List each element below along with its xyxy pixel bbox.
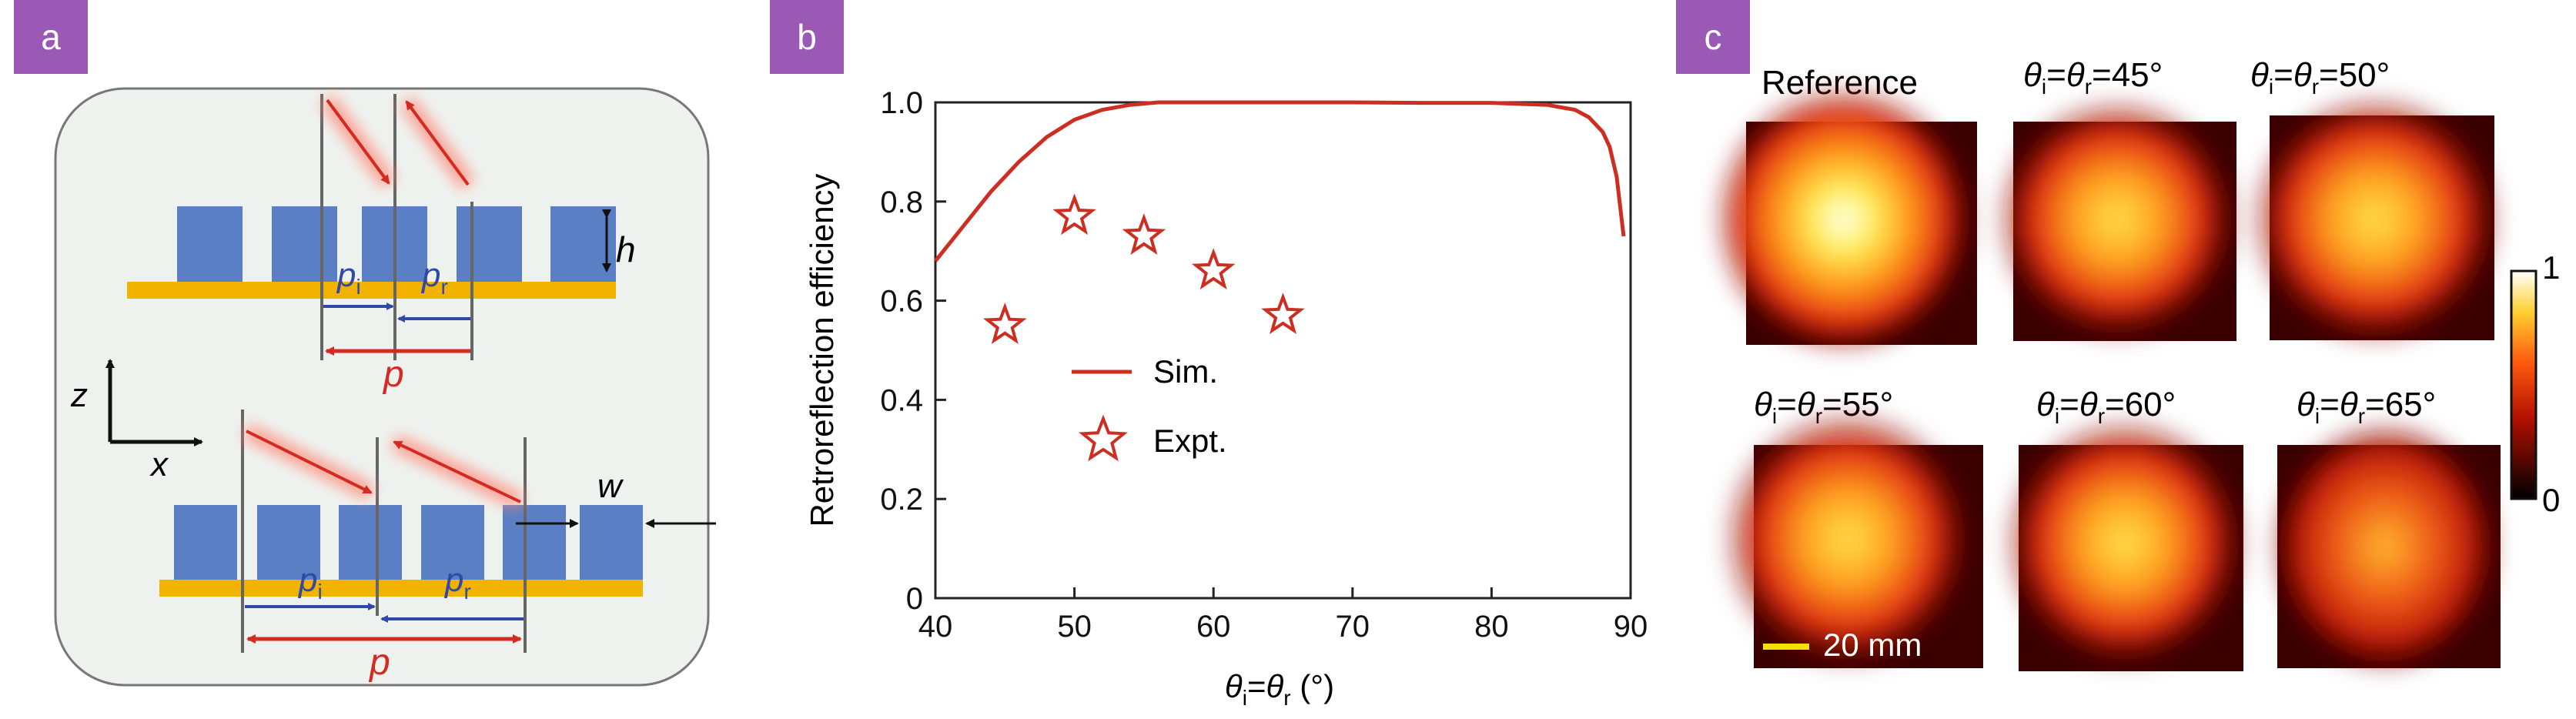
blocks-bottom: [174, 505, 643, 580]
image-title-50: θi=θr=50°: [2250, 56, 2390, 99]
coordinate-axes: [105, 359, 203, 446]
beam-image-60: [2002, 416, 2248, 671]
expt-star-point: [1191, 248, 1236, 290]
p-label-bottom: p: [368, 642, 390, 683]
pr-label-top: pr: [420, 256, 448, 299]
expt-star-point: [1261, 293, 1305, 334]
sim-series-line: [934, 100, 1626, 263]
colorbar-min-label: 0: [2542, 482, 2560, 518]
scale-bar-label: 20 mm: [1823, 627, 1922, 663]
chart-ticks: [934, 101, 1632, 600]
blocks-top: [177, 206, 616, 282]
chart-tick-labels: 40 50 60 70 80 90 0 0.2 0.4 0.6 0.8 1.0: [880, 86, 1648, 644]
y-axis-title: Retroreflection efficiency: [804, 173, 840, 527]
x-axis-label: x: [149, 446, 169, 483]
z-axis-label: z: [70, 376, 88, 414]
y-tick-label: 0.2: [880, 483, 923, 517]
pr-label-bottom: pr: [443, 561, 471, 604]
y-tick-label: 0.8: [880, 186, 923, 219]
beam-image-reference: [1713, 85, 1977, 354]
y-tick-label: 0: [906, 582, 923, 616]
substrate-top: [127, 282, 616, 299]
panel-label-b: b: [770, 0, 844, 74]
p-label-top: p: [382, 354, 404, 395]
pi-label-top: pi: [336, 256, 361, 299]
substrate-bottom: [159, 580, 643, 597]
beam-image-50: [2248, 92, 2502, 346]
efficiency-chart: 40 50 60 70 80 90 0 0.2 0.4 0.6 0.8 1.0 Retroreflec…: [804, 86, 1648, 710]
x-tick-label: 80: [1474, 610, 1509, 644]
incident-beams-top: [320, 95, 475, 190]
incident-beams-bottom: [243, 423, 524, 510]
y-tick-label: 1.0: [880, 86, 923, 120]
schematic-panel: h pi pr p z x: [54, 87, 716, 687]
colorbar-max-label: 1: [2542, 249, 2560, 286]
x-tick-label: 50: [1057, 610, 1092, 644]
x-tick-label: 60: [1196, 610, 1231, 644]
y-tick-label: 0.4: [880, 383, 923, 417]
plot-frame: [934, 101, 1632, 600]
expt-star-point: [1052, 193, 1096, 236]
legend-sim-label: Sim.: [1153, 353, 1218, 390]
width-label: w: [597, 467, 624, 505]
scale-bar: [1763, 644, 1809, 650]
expt-series-points: [983, 193, 1305, 344]
period-lines-bottom: [241, 410, 527, 653]
panel-label-c: c: [1676, 0, 1750, 74]
beam-image-45: [1994, 96, 2240, 343]
legend-star-shape: [1079, 414, 1128, 462]
x-axis-title: θi=θr (°): [1225, 668, 1334, 710]
beam-image-55: [1721, 408, 1983, 670]
legend-expt-star-icon: [1079, 414, 1128, 462]
pi-label-bottom: pi: [297, 561, 323, 604]
image-title-60: θi=θr=60°: [2036, 386, 2176, 428]
x-tick-label: 70: [1336, 610, 1370, 644]
panel-label-a: a: [14, 0, 88, 74]
image-title-65: θi=θr=65°: [2297, 386, 2436, 428]
colorbar: [2510, 269, 2538, 500]
beam-images-panel: Reference θi=θr=45° θi=θr=50° θi=θr=55° …: [1713, 56, 2560, 674]
x-tick-label: 90: [1614, 610, 1648, 644]
height-label: h: [616, 229, 636, 269]
beam-image-65: [2270, 420, 2501, 674]
y-tick-label: 0.6: [880, 285, 923, 319]
expt-star-point: [983, 303, 1027, 344]
chart-legend: Sim. Expt.: [1072, 353, 1227, 462]
expt-star-point: [1122, 213, 1166, 255]
legend-expt-label: Expt.: [1153, 423, 1227, 459]
image-title-45: θi=θr=45°: [2023, 56, 2163, 99]
x-tick-label: 40: [918, 610, 953, 644]
period-lines-top: [320, 94, 473, 360]
